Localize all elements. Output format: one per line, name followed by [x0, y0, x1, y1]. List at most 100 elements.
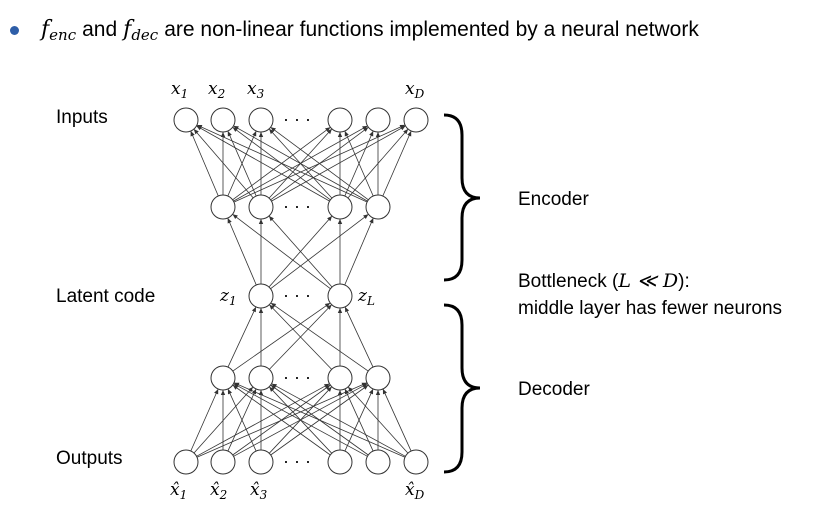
- edge-arrowhead: [269, 128, 275, 135]
- edge-arrowhead: [324, 385, 331, 390]
- decoder-brace-icon: [443, 303, 481, 474]
- decoder-hidden-neuron: [365, 365, 391, 391]
- encoder-hidden-neuron: [248, 194, 274, 220]
- edge-arrowhead: [220, 390, 226, 395]
- edge-arrowhead: [326, 128, 332, 135]
- edge-arrowhead: [232, 214, 238, 219]
- edge-arrowhead: [270, 127, 276, 132]
- latent-var-1: z1: [219, 286, 237, 308]
- input-neuron: [210, 107, 236, 133]
- network-edge: [232, 302, 331, 372]
- network-edge: [227, 306, 257, 368]
- edge-arrowhead: [269, 304, 275, 310]
- encoder-hidden-ellipsis: · · ·: [283, 196, 311, 216]
- network-edge: [268, 215, 333, 288]
- outputs-label: Outputs: [56, 448, 123, 469]
- edge-arrowhead: [400, 125, 406, 131]
- network-edge: [232, 126, 331, 201]
- edge-arrowhead: [271, 383, 277, 388]
- network-edge: [344, 306, 374, 368]
- edge-arrowhead: [363, 214, 369, 219]
- bottleneck-detail: middle layer has fewer neurons: [518, 298, 783, 319]
- bullet-point: fenc and fdec are non-linear functions i…: [10, 14, 699, 46]
- inputs-label: Inputs: [56, 107, 108, 128]
- edge-arrowhead: [234, 382, 240, 387]
- edge-arrowhead: [227, 131, 232, 137]
- output-ellipsis: · · ·: [283, 451, 311, 471]
- edge-arrowhead: [369, 388, 374, 395]
- output-neuron: [210, 449, 236, 475]
- network-labels: · · · · · · · · · · · · · · · x1 x2 x3 x…: [170, 79, 425, 502]
- edge-arrowhead: [196, 125, 203, 129]
- network-edge: [271, 383, 406, 457]
- network-nodes: [173, 107, 429, 475]
- network-edge: [233, 383, 368, 457]
- f-dec-base: f: [123, 16, 132, 42]
- network-edge: [233, 124, 406, 203]
- edge-arrowhead: [258, 390, 264, 395]
- bottleneck-math: L ≪ D: [618, 270, 679, 292]
- input-neuron: [365, 107, 391, 133]
- network-edge: [347, 128, 409, 199]
- edge-arrowhead: [337, 219, 343, 224]
- edge-arrowhead: [251, 306, 256, 313]
- edge-arrowhead: [326, 386, 332, 392]
- encoder-hidden-neuron: [327, 194, 353, 220]
- network-edge: [227, 388, 257, 452]
- f-enc-subscript: enc: [49, 25, 77, 44]
- edge-arrowhead: [344, 131, 349, 137]
- input-ellipsis: · · ·: [283, 109, 311, 129]
- edge-arrowhead: [337, 308, 343, 313]
- encoder-label: Encoder: [518, 189, 589, 210]
- edge-arrowhead: [269, 216, 274, 222]
- f-dec-subscript: dec: [131, 25, 159, 44]
- latent-var-l: zL: [357, 286, 375, 308]
- edge-arrowhead: [369, 218, 374, 224]
- decoder-hidden-neuron: [210, 365, 236, 391]
- input-var-d: xD: [405, 79, 425, 101]
- braces: [443, 113, 481, 474]
- output-neuron: [248, 449, 274, 475]
- decoder-hidden-ellipsis: · · ·: [283, 367, 311, 387]
- edge-arrowhead: [369, 131, 374, 137]
- encoder-hidden-neuron: [210, 194, 236, 220]
- edge-arrowhead: [362, 385, 369, 390]
- network-edge: [193, 128, 254, 199]
- network-edge: [193, 386, 254, 454]
- network-edge: [227, 217, 257, 286]
- edge-arrowhead: [348, 386, 353, 393]
- edge-arrowhead: [382, 388, 387, 395]
- edge-arrowhead: [375, 132, 381, 137]
- f-enc-symbol: fenc: [41, 17, 76, 44]
- edge-arrowhead: [227, 218, 232, 224]
- network-edge: [382, 388, 412, 452]
- network-edge: [196, 125, 330, 202]
- network-edge: [196, 382, 368, 458]
- edge-arrowhead: [324, 302, 331, 308]
- output-neuron: [403, 449, 429, 475]
- encoder-hidden-neuron: [365, 194, 391, 220]
- output-var-d: x̂D: [405, 480, 425, 502]
- input-neuron: [403, 107, 429, 133]
- bullet-description: are non-linear functions implemented by …: [164, 18, 699, 41]
- edge-arrowhead: [258, 132, 264, 137]
- latent-code-label: Latent code: [56, 286, 156, 307]
- edge-arrowhead: [252, 388, 257, 395]
- network-edges: [190, 124, 412, 458]
- decoder-hidden-neuron: [327, 365, 353, 391]
- output-neuron: [173, 449, 199, 475]
- edge-arrowhead: [326, 304, 332, 310]
- edge-arrowhead: [327, 216, 332, 222]
- edge-arrowhead: [220, 132, 226, 137]
- edge-arrowhead: [325, 127, 331, 132]
- edge-arrowhead: [363, 127, 369, 132]
- output-neuron: [365, 449, 391, 475]
- network-edge: [269, 304, 332, 370]
- edge-arrowhead: [258, 219, 264, 224]
- network-edge: [232, 213, 331, 290]
- network-edge: [196, 383, 330, 457]
- network-edge: [270, 302, 369, 372]
- latent-ellipsis: · · ·: [283, 285, 311, 305]
- network-edge: [190, 130, 219, 197]
